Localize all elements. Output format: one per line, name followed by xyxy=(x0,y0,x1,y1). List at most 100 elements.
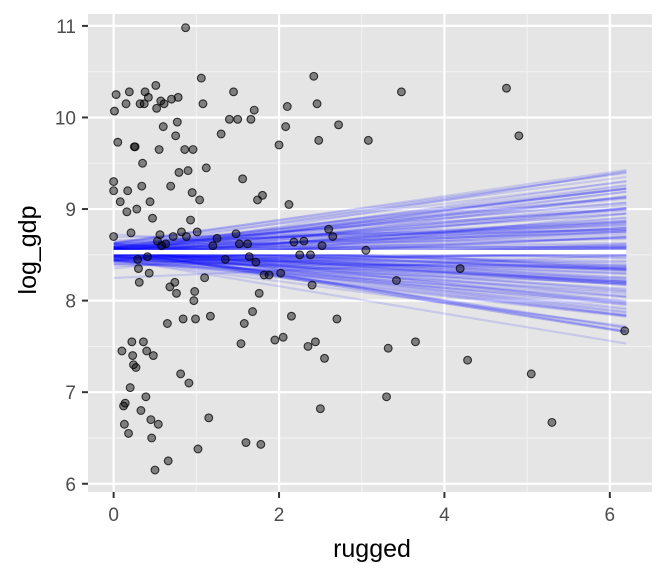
posterior-line xyxy=(113,248,627,329)
data-point xyxy=(113,137,123,147)
data-point xyxy=(514,131,524,141)
data-point xyxy=(141,392,151,402)
posterior-line xyxy=(113,262,627,285)
posterior-line xyxy=(113,249,627,330)
x-tick-label: 6 xyxy=(605,505,616,526)
x-tick-labels: 0 2 4 6 xyxy=(108,505,615,526)
y-tick-label: 11 xyxy=(56,17,76,38)
data-point xyxy=(243,239,253,249)
data-point xyxy=(383,343,393,353)
posterior-line xyxy=(113,195,627,250)
data-point xyxy=(109,177,119,187)
data-points xyxy=(109,23,630,475)
data-point xyxy=(332,314,342,324)
x-tick-label: 4 xyxy=(439,505,450,526)
data-point xyxy=(241,438,251,448)
posterior-line xyxy=(113,253,627,311)
posterior-line xyxy=(113,201,627,249)
posterior-line xyxy=(113,217,627,257)
data-point xyxy=(314,135,324,145)
data-point xyxy=(110,106,119,116)
posterior-line xyxy=(113,179,627,254)
data-point xyxy=(233,114,243,124)
data-point xyxy=(274,140,284,150)
data-point xyxy=(196,73,206,83)
data-point xyxy=(310,337,320,347)
data-point xyxy=(186,215,195,225)
data-point xyxy=(148,351,158,361)
posterior-line xyxy=(113,249,627,292)
x-tick-label: 0 xyxy=(108,505,119,526)
posterior-line xyxy=(113,225,627,252)
data-point xyxy=(183,166,193,176)
posterior-line xyxy=(113,252,627,284)
posterior-line xyxy=(113,180,627,245)
data-point xyxy=(154,145,164,154)
posterior-line xyxy=(113,252,627,270)
data-point xyxy=(119,419,129,429)
posterior-line xyxy=(113,170,627,255)
data-point xyxy=(320,353,329,363)
data-point xyxy=(150,465,160,475)
posterior-line xyxy=(113,224,627,248)
posterior-line xyxy=(113,246,627,332)
posterior-line xyxy=(113,258,627,318)
posterior-line xyxy=(113,247,627,303)
posterior-line xyxy=(113,196,627,247)
posterior-line xyxy=(113,253,627,314)
posterior-line xyxy=(113,259,627,263)
data-point xyxy=(231,229,241,239)
posterior-line xyxy=(113,249,627,279)
posterior-line xyxy=(113,207,627,252)
posterior-line xyxy=(113,187,627,252)
data-point xyxy=(138,158,148,168)
data-point xyxy=(153,419,163,429)
posterior-line xyxy=(113,187,627,249)
data-point xyxy=(317,241,327,251)
data-point xyxy=(188,145,198,154)
data-point xyxy=(361,245,371,255)
data-point xyxy=(249,105,259,115)
data-point xyxy=(248,307,258,317)
y-tick-label: 8 xyxy=(65,292,76,313)
posterior-line xyxy=(113,212,627,251)
posterior-line xyxy=(113,254,627,258)
data-point xyxy=(117,346,127,356)
data-point xyxy=(143,252,152,262)
posterior-line xyxy=(113,249,627,334)
posterior-line xyxy=(113,256,627,271)
posterior-line xyxy=(113,252,627,296)
posterior-line xyxy=(113,242,627,249)
data-point xyxy=(166,181,176,191)
data-point xyxy=(171,131,181,141)
posterior-line xyxy=(113,258,627,328)
y-tick-label: 7 xyxy=(65,383,76,404)
data-point xyxy=(130,142,140,152)
data-point xyxy=(220,254,230,264)
posterior-line xyxy=(113,223,627,245)
posterior-line xyxy=(113,247,627,314)
data-point xyxy=(411,337,420,347)
data-point xyxy=(152,103,162,113)
data-point xyxy=(184,378,194,388)
posterior-line xyxy=(113,208,627,244)
data-point xyxy=(147,433,157,443)
data-point xyxy=(181,23,191,33)
data-point xyxy=(286,311,296,321)
posterior-line xyxy=(113,260,627,299)
data-point xyxy=(146,415,156,425)
posterior-line xyxy=(113,251,627,263)
data-point xyxy=(120,398,130,408)
posterior-line xyxy=(113,206,627,250)
posterior-line xyxy=(113,212,627,270)
data-point xyxy=(195,195,205,205)
y-tick-labels: 6 7 8 9 10 11 xyxy=(55,17,76,496)
data-point xyxy=(133,254,143,264)
posterior-line xyxy=(113,263,627,267)
data-point xyxy=(125,383,135,393)
data-point xyxy=(315,404,325,414)
posterior-line xyxy=(113,244,627,269)
posterior-line xyxy=(113,251,627,293)
posterior-line xyxy=(113,254,627,280)
data-point xyxy=(254,288,264,298)
